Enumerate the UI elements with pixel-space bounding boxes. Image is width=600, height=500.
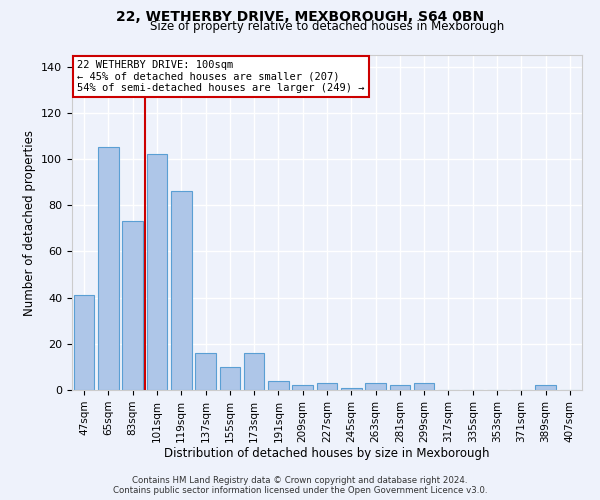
Bar: [389, 386, 410, 390]
Bar: [535, 386, 556, 390]
Bar: [98, 148, 119, 390]
Bar: [122, 222, 143, 390]
Bar: [414, 383, 434, 390]
Bar: [365, 383, 386, 390]
X-axis label: Distribution of detached houses by size in Mexborough: Distribution of detached houses by size …: [164, 448, 490, 460]
Text: 22, WETHERBY DRIVE, MEXBOROUGH, S64 0BN: 22, WETHERBY DRIVE, MEXBOROUGH, S64 0BN: [116, 10, 484, 24]
Title: Size of property relative to detached houses in Mexborough: Size of property relative to detached ho…: [150, 20, 504, 33]
Y-axis label: Number of detached properties: Number of detached properties: [23, 130, 35, 316]
Bar: [220, 367, 240, 390]
Bar: [146, 154, 167, 390]
Bar: [341, 388, 362, 390]
Bar: [171, 192, 191, 390]
Bar: [268, 381, 289, 390]
Bar: [244, 353, 265, 390]
Text: 22 WETHERBY DRIVE: 100sqm
← 45% of detached houses are smaller (207)
54% of semi: 22 WETHERBY DRIVE: 100sqm ← 45% of detac…: [77, 60, 365, 93]
Bar: [317, 383, 337, 390]
Bar: [74, 296, 94, 390]
Bar: [292, 386, 313, 390]
Bar: [195, 353, 216, 390]
Text: Contains HM Land Registry data © Crown copyright and database right 2024.
Contai: Contains HM Land Registry data © Crown c…: [113, 476, 487, 495]
